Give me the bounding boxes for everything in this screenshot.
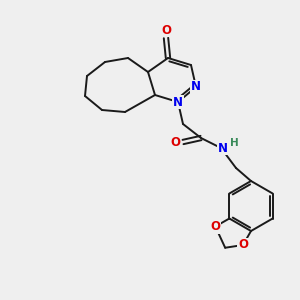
Text: N: N xyxy=(173,95,183,109)
Text: N: N xyxy=(218,142,228,154)
Text: H: H xyxy=(230,138,238,148)
Text: O: O xyxy=(161,23,171,37)
Text: O: O xyxy=(210,220,220,233)
Text: O: O xyxy=(170,136,180,148)
Text: O: O xyxy=(238,238,248,251)
Text: N: N xyxy=(191,80,201,94)
